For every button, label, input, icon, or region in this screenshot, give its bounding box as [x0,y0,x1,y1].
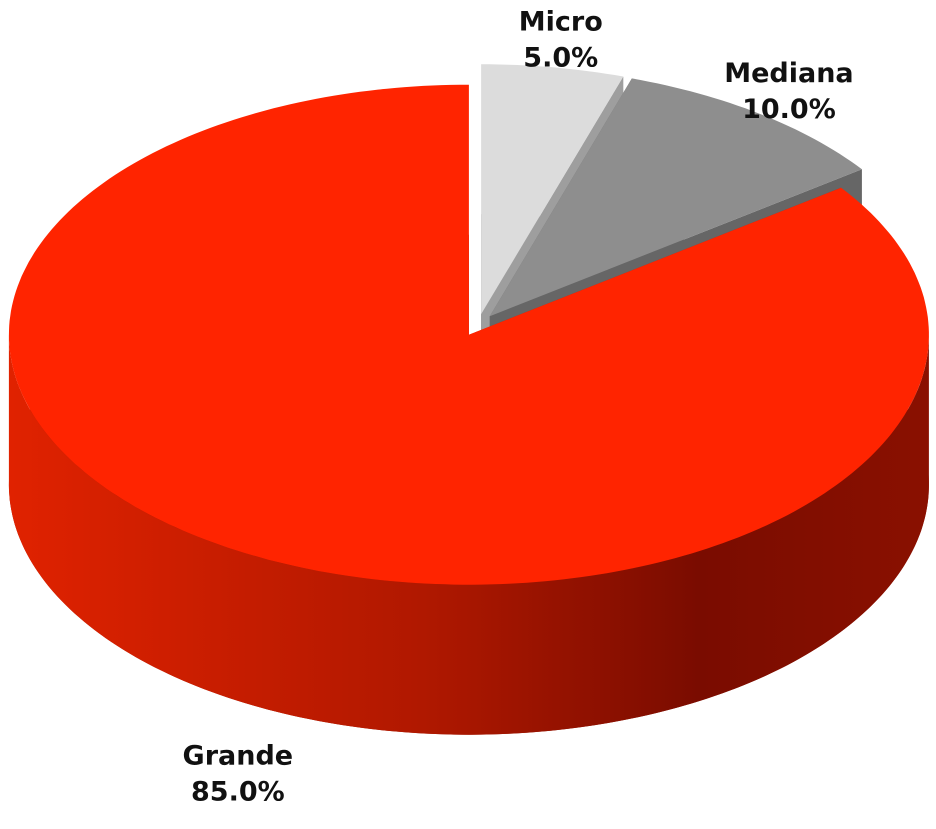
slice-label: Grande [183,741,294,772]
slice-value-label: 85.0% [191,777,285,808]
slice-label: Micro [519,7,603,38]
slice-value-label: 10.0% [742,94,836,125]
slice [8,84,929,585]
slice-wall [8,334,929,735]
slice-value-label: 5.0% [523,43,598,74]
slice [481,64,624,315]
slice-label: Mediana [724,58,853,89]
slice [489,78,862,317]
